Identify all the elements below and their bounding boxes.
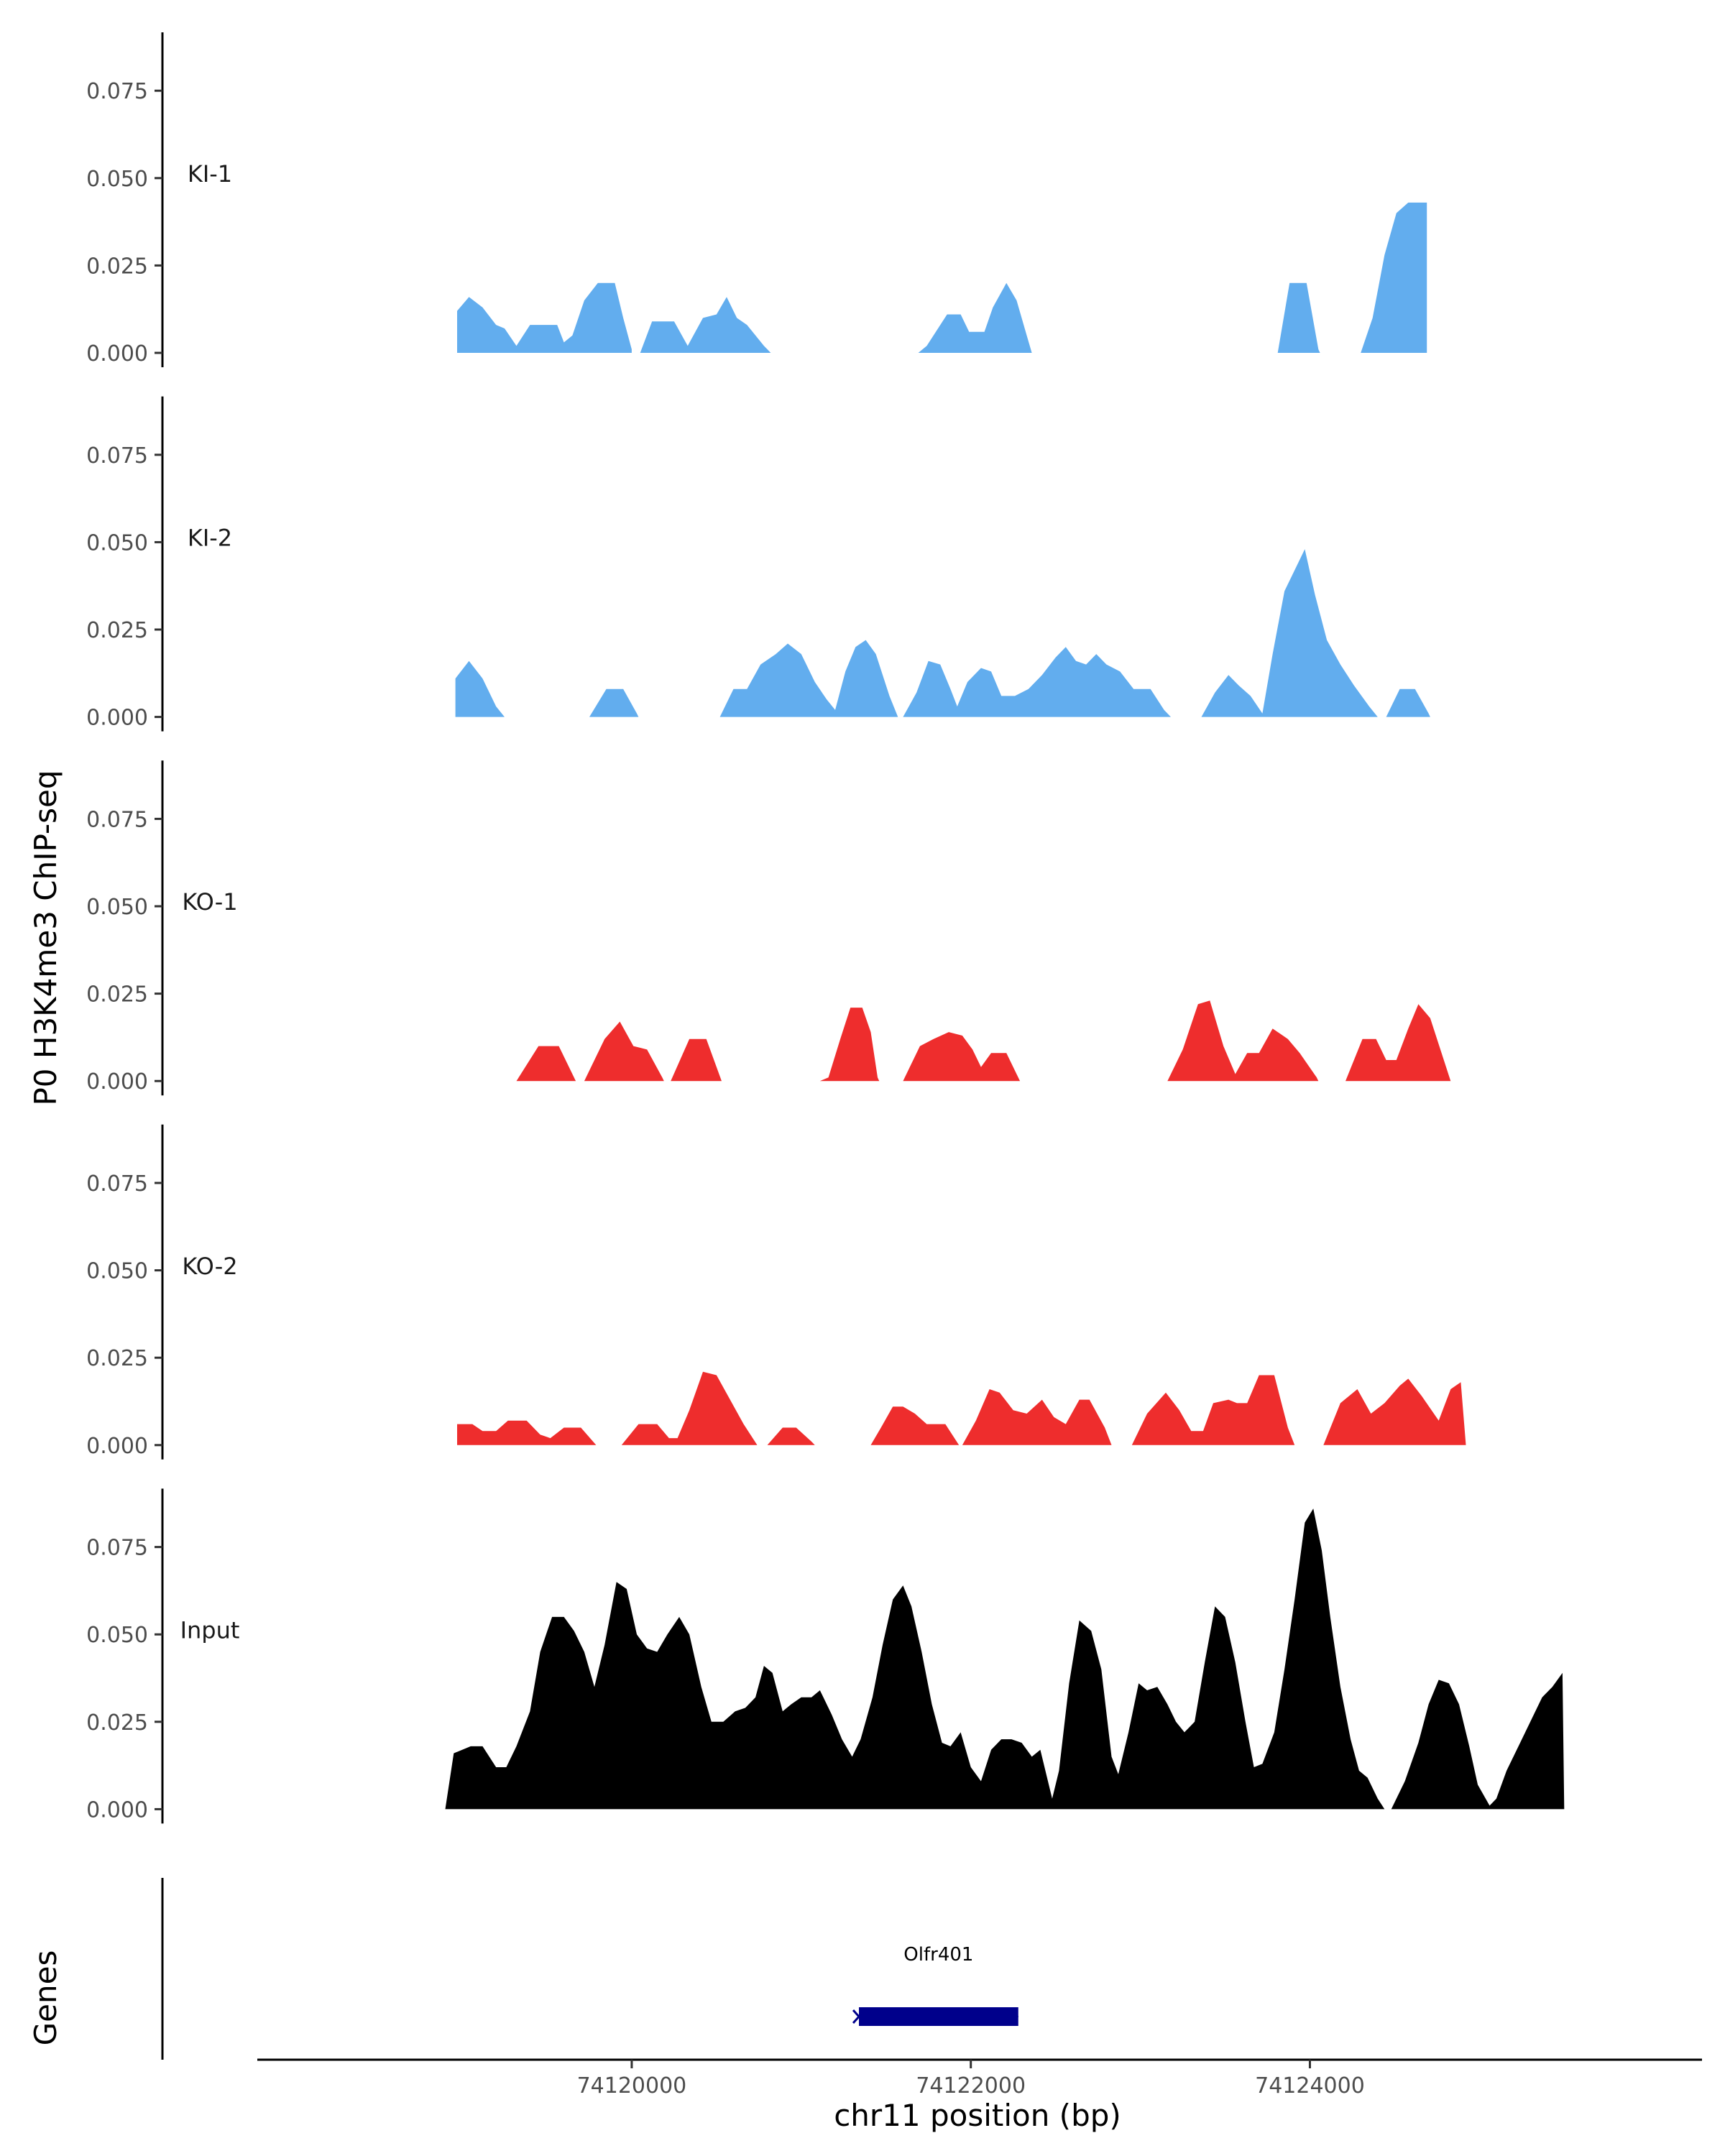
y-tick-label: 0.000 xyxy=(86,1069,148,1095)
signal-area-ki-2-2 xyxy=(719,640,898,717)
x-axis-title: chr11 position (bp) xyxy=(834,2098,1121,2133)
y-tick-label: 0.050 xyxy=(86,530,148,556)
track-panel-ki-1: 0.000 0.025 0.050 0.075 KI-1 xyxy=(86,32,1427,367)
track-panel-ko-2: 0.000 0.025 0.050 0.075 KO-2 xyxy=(86,1124,1466,1460)
signal-area-ko-2-4 xyxy=(962,1389,1112,1445)
signal-area-ko-1-4 xyxy=(903,1032,1021,1082)
signal-area-ki-2-1 xyxy=(589,688,639,717)
signal-tracks: 0.0000.0250.0500.075KI-10.0000.0250.0500… xyxy=(86,32,1565,1824)
y-tick-label: 0.025 xyxy=(86,982,148,1008)
y-tick-label: 0.075 xyxy=(86,79,148,104)
gene-body xyxy=(859,2007,1018,2026)
y-tick-label: 0.050 xyxy=(86,1259,148,1284)
y-tick-label: 0.050 xyxy=(86,1623,148,1648)
y-tick-label: 0.025 xyxy=(86,254,148,279)
x-tick-label: 74120000 xyxy=(577,2073,687,2099)
signal-area-ki-1-1 xyxy=(640,297,771,353)
signal-area-ki-1-3 xyxy=(1277,282,1320,353)
signal-area-ki-2-0 xyxy=(455,660,505,717)
track-panel-ki-2: 0.000 0.025 0.050 0.075 KI-2 xyxy=(86,396,1430,732)
track-label-ki-2: KI-2 xyxy=(188,525,232,552)
y-tick-label: 0.075 xyxy=(86,443,148,469)
signal-area-ki-1-4 xyxy=(1361,202,1427,353)
y-tick-label: 0.050 xyxy=(86,895,148,920)
gene-label: Olfr401 xyxy=(903,1944,973,1966)
gene-annotation-panel: Olfr401 xyxy=(161,1878,1018,2060)
signal-area-ko-1-2 xyxy=(671,1038,722,1082)
signal-area-input-1 xyxy=(1391,1672,1565,1810)
signal-area-ko-1-1 xyxy=(584,1021,664,1082)
signal-area-ki-2-3 xyxy=(903,647,1171,717)
y-tick-label: 0.075 xyxy=(86,1171,148,1197)
y-tick-label: 0.050 xyxy=(86,167,148,192)
x-tick-label: 74122000 xyxy=(916,2073,1026,2099)
signal-area-ko-2-6 xyxy=(1323,1378,1466,1445)
signal-area-ko-1-6 xyxy=(1346,1004,1451,1082)
signal-area-ko-2-0 xyxy=(457,1420,597,1445)
signal-area-ki-1-0 xyxy=(457,282,632,353)
y-tick-label: 0.025 xyxy=(86,1346,148,1371)
x-tick-label: 74124000 xyxy=(1255,2073,1365,2099)
signal-area-ko-2-2 xyxy=(767,1427,815,1445)
signal-area-ki-2-4 xyxy=(1201,549,1378,717)
y-axis-title: P0 H3K4me3 ChIP-seq xyxy=(28,770,63,1105)
signal-area-input-0 xyxy=(445,1508,1385,1810)
signal-area-ko-1-0 xyxy=(516,1046,576,1082)
y-tick-label: 0.075 xyxy=(86,1536,148,1561)
track-label-ko-2: KO-2 xyxy=(182,1253,237,1280)
y-tick-label: 0.000 xyxy=(86,1434,148,1459)
signal-area-ki-1-2 xyxy=(918,282,1032,353)
track-label-input: Input xyxy=(180,1616,240,1644)
y-tick-label: 0.000 xyxy=(86,1797,148,1823)
signal-area-ko-2-5 xyxy=(1131,1375,1295,1445)
signal-area-ko-1-5 xyxy=(1167,1000,1319,1082)
track-panel-input: 0.000 0.025 0.050 0.075 Input xyxy=(86,1488,1565,1824)
genes-axis-title: Genes xyxy=(28,1950,63,2046)
signal-area-ko-2-3 xyxy=(870,1406,960,1445)
signal-area-ko-1-3 xyxy=(819,1008,880,1082)
signal-area-ki-2-5 xyxy=(1386,688,1430,717)
strand-arrow xyxy=(852,2009,861,2024)
track-label-ki-1: KI-1 xyxy=(188,160,232,188)
track-label-ko-1: KO-1 xyxy=(182,888,237,916)
y-tick-label: 0.000 xyxy=(86,706,148,731)
y-tick-label: 0.025 xyxy=(86,1710,148,1736)
x-axis: 74120000 74122000 74124000 xyxy=(257,2058,1702,2099)
y-tick-label: 0.000 xyxy=(86,341,148,367)
y-tick-label: 0.075 xyxy=(86,807,148,832)
signal-area-ko-2-1 xyxy=(621,1371,758,1445)
track-panel-ko-1: 0.000 0.025 0.050 0.075 KO-1 xyxy=(86,760,1451,1096)
y-tick-label: 0.025 xyxy=(86,618,148,643)
